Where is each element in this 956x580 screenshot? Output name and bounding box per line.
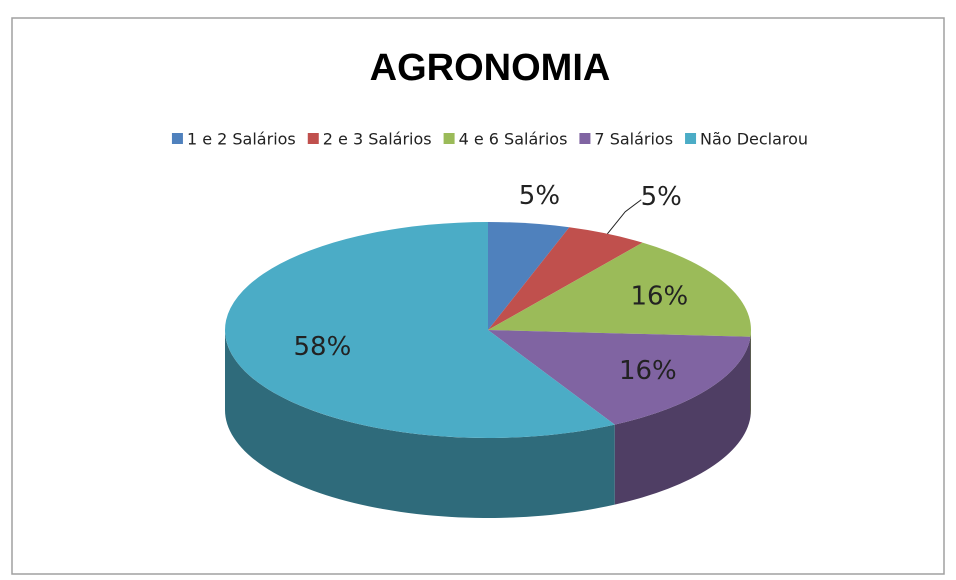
legend-label: 1 e 2 Salários (187, 130, 296, 149)
legend-swatch (443, 133, 455, 144)
data-label: 5% (641, 182, 682, 212)
pie-side (614, 336, 751, 505)
data-label: 16% (630, 281, 688, 311)
legend-label: 2 e 3 Salários (323, 130, 432, 149)
leader-line (607, 199, 642, 235)
pie-slice (488, 330, 751, 425)
legend-label: 4 e 6 Salários (459, 130, 568, 149)
pie-side (750, 330, 751, 417)
legend-label: 7 Salários (594, 130, 673, 149)
pie-slice (488, 242, 751, 337)
legend-swatch (171, 133, 183, 144)
pie-slice (224, 222, 615, 438)
legend-swatch (685, 133, 697, 144)
chart-title: AGRONOMIA (370, 47, 611, 89)
legend-swatch (579, 133, 591, 144)
pie-side (225, 330, 615, 518)
data-label: 16% (619, 356, 677, 386)
data-label: 5% (519, 181, 560, 211)
data-label: 58% (294, 332, 352, 362)
pie-slice (488, 227, 643, 330)
legend: 1 e 2 Salários 2 e 3 Salários 4 e 6 Salári… (171, 130, 808, 149)
legend-label: Não Declarou (700, 130, 808, 149)
legend-swatch (307, 133, 319, 144)
pie-slice (488, 222, 570, 330)
